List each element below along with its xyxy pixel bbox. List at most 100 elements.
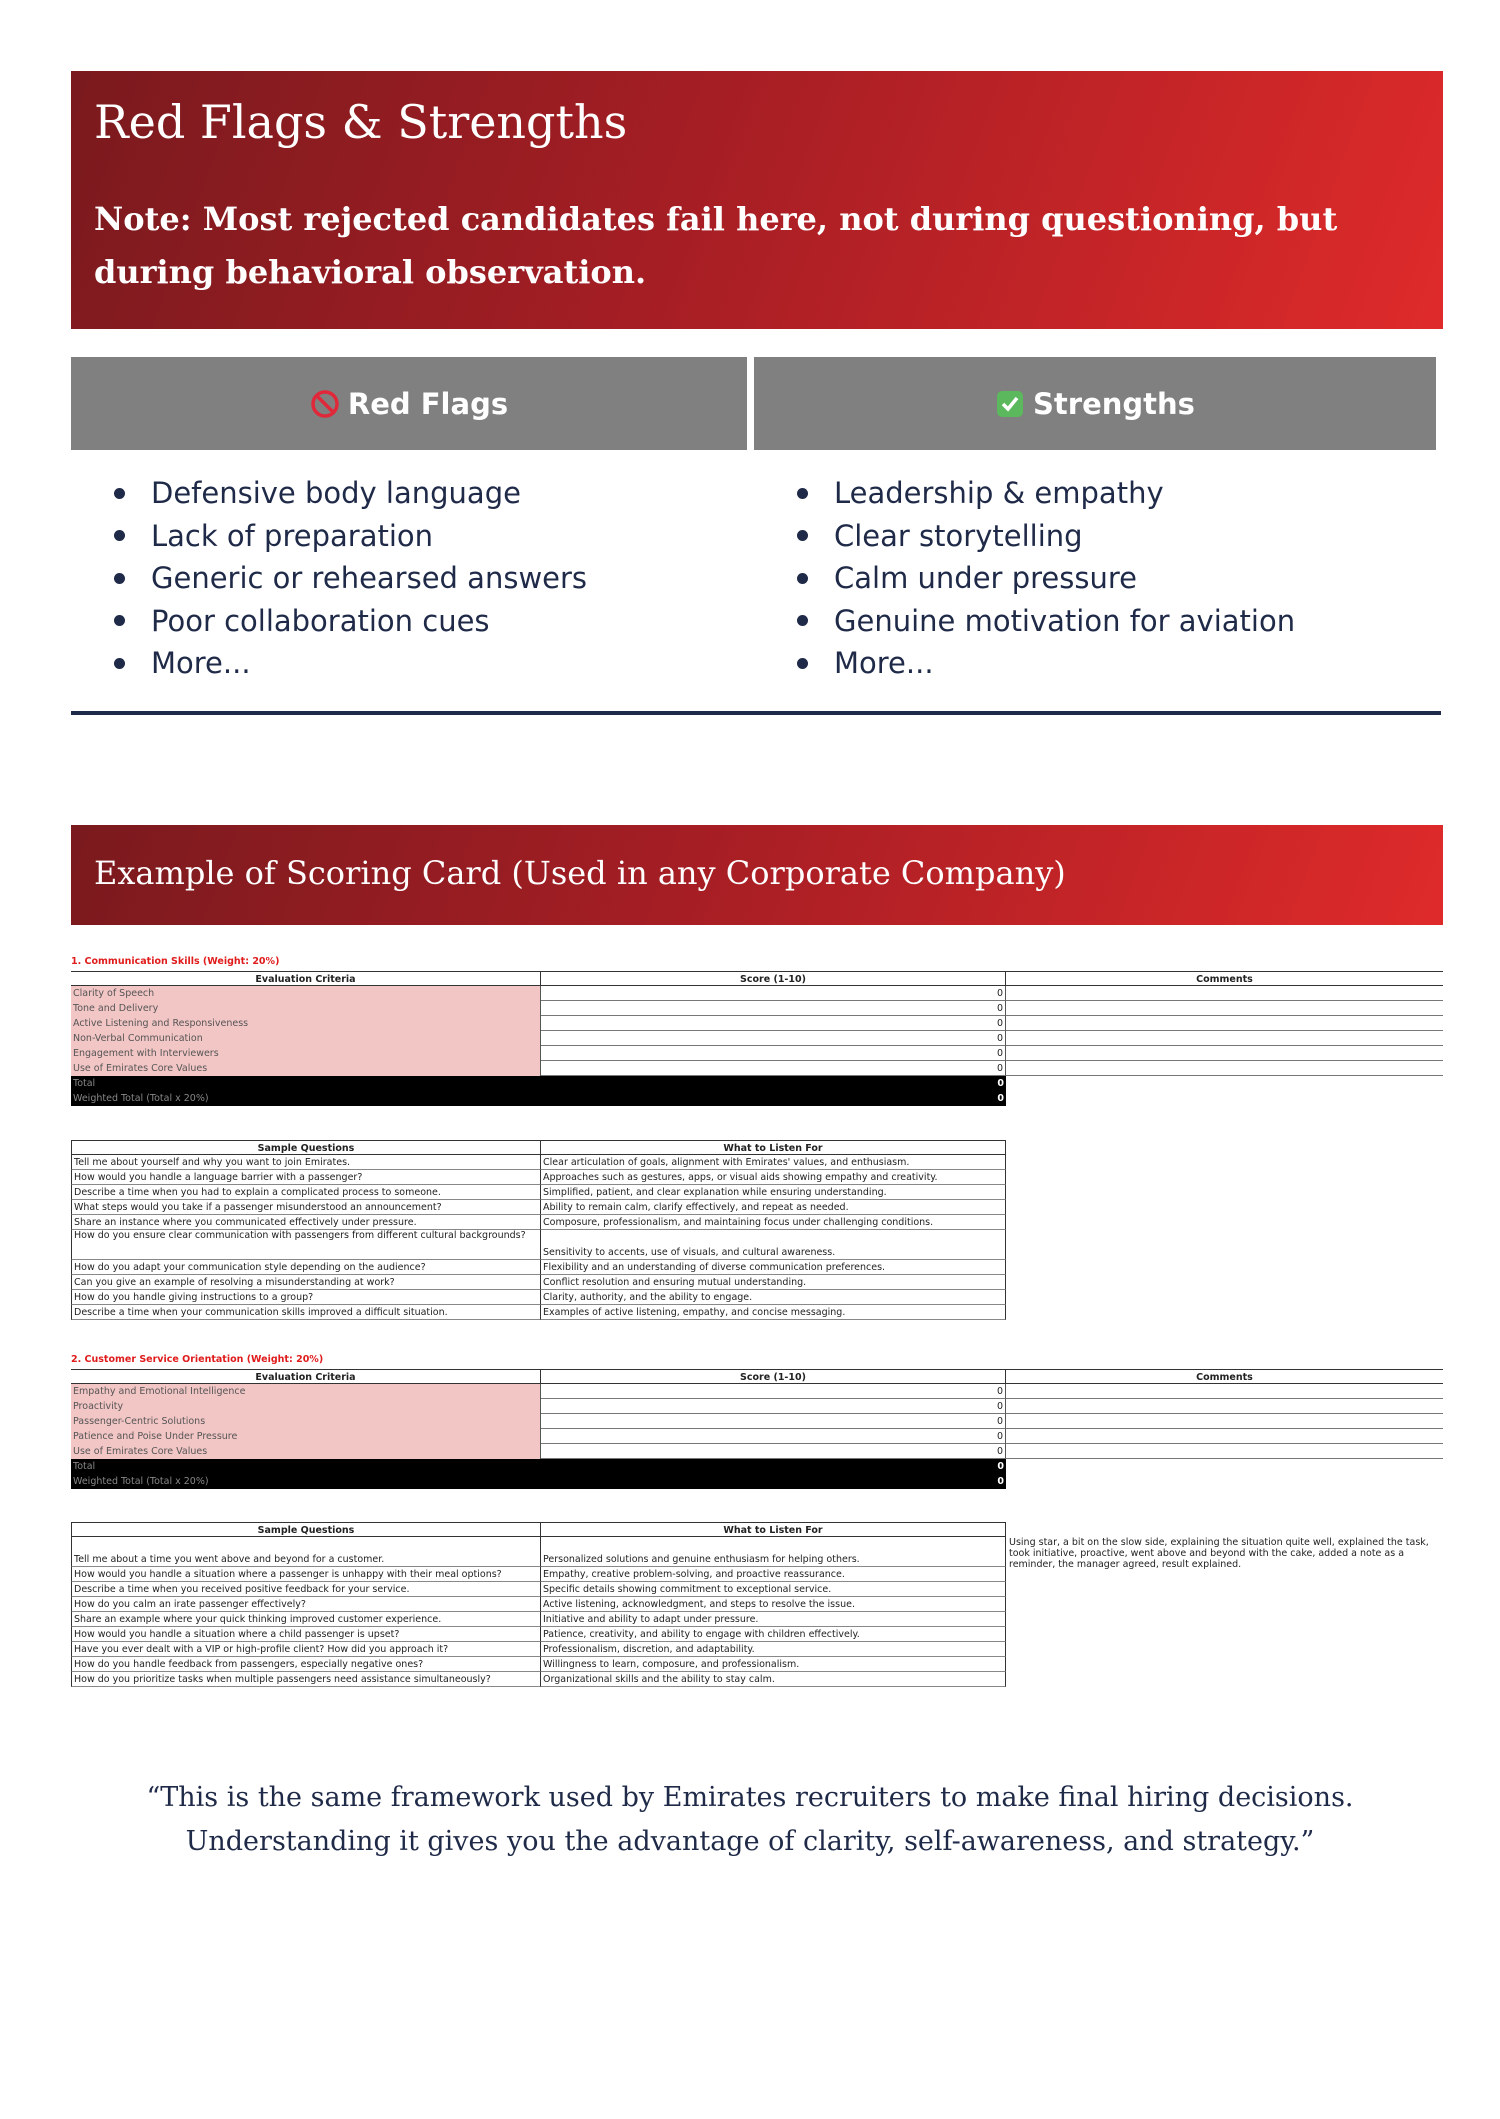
listen-for: Clear articulation of goals, alignment w…: [541, 1155, 1006, 1170]
criterion: Tone and Delivery: [71, 1001, 541, 1016]
total-score: 0: [541, 1091, 1006, 1106]
listen-for: Willingness to learn, composure, and pro…: [541, 1657, 1006, 1672]
question: How would you handle a situation where a…: [71, 1627, 541, 1642]
total-score: 0: [541, 1474, 1006, 1489]
list-item: Defensive body language: [151, 472, 587, 515]
question: Share an instance where you communicated…: [71, 1215, 541, 1230]
column-header: Sample Questions: [71, 1522, 541, 1537]
list-item: Genuine motivation for aviation: [834, 600, 1295, 643]
no-icon: [311, 389, 339, 418]
list-item: Clear storytelling: [834, 515, 1295, 558]
question: Describe a time when you received positi…: [71, 1582, 541, 1597]
total-score: 0: [541, 1459, 1006, 1474]
scoring-title: Example of Scoring Card (Used in any Cor…: [94, 854, 1066, 892]
listen-for: Active listening, acknowledgment, and st…: [541, 1597, 1006, 1612]
list-item: More...: [834, 642, 1295, 685]
question: How do you ensure clear communication wi…: [71, 1230, 541, 1260]
quote-line: Understanding it gives you the advantage…: [185, 1826, 1315, 1857]
listen-for: Flexibility and an understanding of dive…: [541, 1260, 1006, 1275]
score: 0: [541, 1414, 1006, 1429]
question: Describe a time when you had to explain …: [71, 1185, 541, 1200]
score: 0: [541, 1016, 1006, 1031]
strengths-title: Strengths: [1033, 386, 1195, 421]
red-flags-header: Red Flags: [71, 357, 747, 450]
score: 0: [541, 1429, 1006, 1444]
listen-for: Patience, creativity, and ability to eng…: [541, 1627, 1006, 1642]
question: Can you give an example of resolving a m…: [71, 1275, 541, 1290]
criterion: Empathy and Emotional Intelligence: [71, 1384, 541, 1399]
criterion: Patience and Poise Under Pressure: [71, 1429, 541, 1444]
criterion: Proactivity: [71, 1399, 541, 1414]
criterion: Use of Emirates Core Values: [71, 1444, 541, 1459]
scoring-banner: Example of Scoring Card (Used in any Cor…: [71, 825, 1443, 925]
question: How do you handle giving instructions to…: [71, 1290, 541, 1305]
score: 0: [541, 986, 1006, 1001]
criterion: Clarity of Speech: [71, 986, 541, 1001]
strengths-header: Strengths: [754, 357, 1436, 450]
criterion: Non-Verbal Communication: [71, 1031, 541, 1046]
listen-for: Empathy, creative problem-solving, and p…: [541, 1567, 1006, 1582]
question: Share an example where your quick thinki…: [71, 1612, 541, 1627]
score: 0: [541, 1001, 1006, 1016]
total-label: Total: [71, 1076, 541, 1091]
comment-cell: [1006, 1016, 1443, 1031]
question: How do you adapt your communication styl…: [71, 1260, 541, 1275]
divider: [71, 711, 1441, 715]
criterion: Passenger-Centric Solutions: [71, 1414, 541, 1429]
score: 0: [541, 1046, 1006, 1061]
check-icon: [997, 390, 1024, 417]
comment-cell: [1006, 1444, 1443, 1459]
listen-for: Composure, professionalism, and maintain…: [541, 1215, 1006, 1230]
criterion: Active Listening and Responsiveness: [71, 1016, 541, 1031]
title: Red Flags & Strengths: [94, 95, 628, 149]
score: 0: [541, 1399, 1006, 1414]
comment-cell: [1006, 1399, 1443, 1414]
list-item: Generic or rehearsed answers: [151, 557, 587, 600]
comment-cell: [1006, 1031, 1443, 1046]
column-header: Comments: [1006, 1369, 1443, 1384]
list-item: Lack of preparation: [151, 515, 587, 558]
score: 0: [541, 1444, 1006, 1459]
total-label: Weighted Total (Total x 20%): [71, 1091, 541, 1106]
note: Note: Most rejected candidates fail here…: [94, 200, 1338, 291]
score: 0: [541, 1384, 1006, 1399]
listen-for: Specific details showing commitment to e…: [541, 1582, 1006, 1597]
listen-for: Sensitivity to accents, use of visuals, …: [541, 1230, 1006, 1260]
question: How would you handle a language barrier …: [71, 1170, 541, 1185]
quote-line: “This is the same framework used by Emir…: [146, 1782, 1354, 1813]
scoring-card: 1. Communication Skills (Weight: 20%) Eva…: [71, 955, 1443, 1715]
listen-for: Ability to remain calm, clarify effectiv…: [541, 1200, 1006, 1215]
column-header: Evaluation Criteria: [71, 1369, 541, 1384]
listen-for: Clarity, authority, and the ability to e…: [541, 1290, 1006, 1305]
score: 0: [541, 1061, 1006, 1076]
question: How do you prioritize tasks when multipl…: [71, 1672, 541, 1687]
section-label: 2. Customer Service Orientation (Weight:…: [71, 1354, 324, 1365]
column-header: Sample Questions: [71, 1140, 541, 1155]
total-label: Weighted Total (Total x 20%): [71, 1474, 541, 1489]
section-label: 1. Communication Skills (Weight: 20%): [71, 956, 280, 967]
list-item: Calm under pressure: [834, 557, 1295, 600]
listen-for: Approaches such as gestures, apps, or vi…: [541, 1170, 1006, 1185]
listen-for: Personalized solutions and genuine enthu…: [541, 1537, 1006, 1567]
question: How do you calm an irate passenger effec…: [71, 1597, 541, 1612]
question: Describe a time when your communication …: [71, 1305, 541, 1320]
column-header: Evaluation Criteria: [71, 971, 541, 986]
comment-cell: [1006, 1061, 1443, 1076]
list-item: More...: [151, 642, 587, 685]
comment-cell: [1006, 986, 1443, 1001]
question: Tell me about yourself and why you want …: [71, 1155, 541, 1170]
total-score: 0: [541, 1076, 1006, 1091]
question: How do you handle feedback from passenge…: [71, 1657, 541, 1672]
total-label: Total: [71, 1459, 541, 1474]
column-header: What to Listen For: [541, 1140, 1006, 1155]
comment: Using star, a bit on the slow side, expl…: [1009, 1537, 1429, 1570]
comment-cell: [1006, 1414, 1443, 1429]
column-header: Score (1-10): [541, 1369, 1006, 1384]
listen-for: Organizational skills and the ability to…: [541, 1672, 1006, 1687]
question: Tell me about a time you went above and …: [71, 1537, 541, 1567]
listen-for: Initiative and ability to adapt under pr…: [541, 1612, 1006, 1627]
listen-for: Simplified, patient, and clear explanati…: [541, 1185, 1006, 1200]
comment-cell: [1006, 1046, 1443, 1061]
listen-for: Examples of active listening, empathy, a…: [541, 1305, 1006, 1320]
column-header: What to Listen For: [541, 1522, 1006, 1537]
